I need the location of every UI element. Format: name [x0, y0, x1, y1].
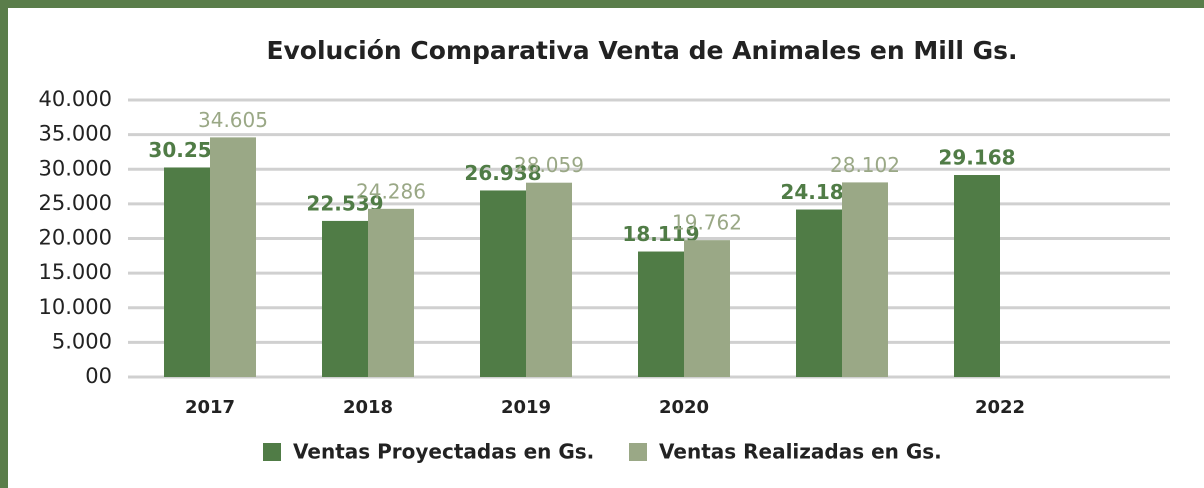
bar	[322, 220, 368, 377]
y-tick-label: 35.000	[39, 122, 112, 146]
y-tick-label: 20.000	[39, 226, 112, 250]
data-label: 24.286	[356, 179, 426, 203]
data-label: 29.168	[938, 146, 1015, 170]
bar	[164, 167, 210, 377]
legend-swatch	[263, 443, 281, 461]
data-label: 26.938	[464, 161, 541, 185]
y-tick-label: 10.000	[39, 295, 112, 319]
data-label: 28.059	[514, 153, 584, 177]
chart-title: Evolución Comparativa Venta de Animales …	[266, 36, 1017, 65]
x-tick-label: 2017	[185, 397, 235, 418]
bar	[954, 175, 1000, 377]
bar	[480, 190, 526, 377]
bar	[210, 137, 256, 377]
bar	[796, 209, 842, 377]
y-tick-label: 5.000	[52, 329, 112, 353]
x-tick-label: 2019	[501, 397, 551, 418]
y-tick-label: 25.000	[39, 191, 112, 215]
y-tick-label: 00	[85, 364, 112, 388]
x-tick-label: 2018	[343, 397, 393, 418]
bar	[638, 251, 684, 377]
data-label: 28.102	[830, 153, 900, 177]
data-label: 34.605	[198, 108, 268, 132]
frame-top	[0, 0, 1204, 8]
bar	[368, 208, 414, 377]
frame-left	[0, 0, 8, 488]
bar	[684, 240, 730, 377]
y-tick-label: 40.000	[39, 87, 112, 111]
legend-label: Ventas Realizadas en Gs.	[659, 440, 942, 464]
y-tick-label: 30.000	[39, 156, 112, 180]
y-tick-label: 15.000	[39, 260, 112, 284]
legend-label: Ventas Proyectadas en Gs.	[293, 440, 594, 464]
x-tick-label: 2020	[659, 397, 709, 418]
x-tick-label: 2022	[975, 397, 1025, 418]
bar	[842, 182, 888, 377]
data-label: 19.762	[672, 211, 742, 235]
legend-swatch	[629, 443, 647, 461]
bar	[526, 182, 572, 377]
